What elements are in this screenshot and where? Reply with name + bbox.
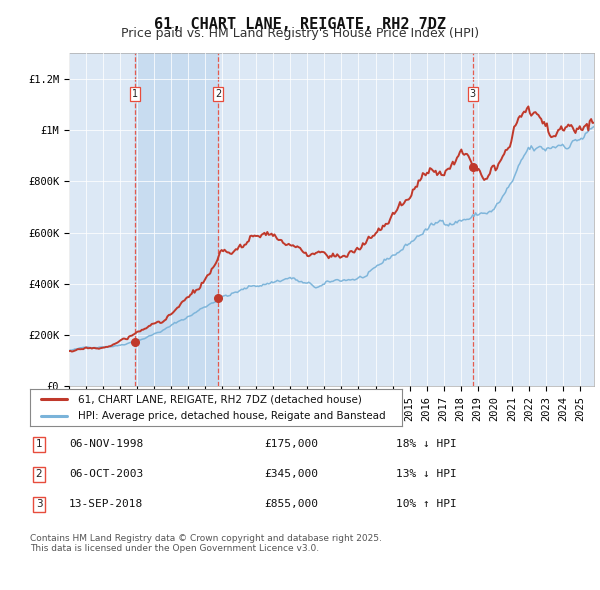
Text: 3: 3 bbox=[470, 89, 476, 99]
Text: 2: 2 bbox=[35, 470, 43, 479]
Text: 06-NOV-1998: 06-NOV-1998 bbox=[69, 440, 143, 449]
Text: £175,000: £175,000 bbox=[264, 440, 318, 449]
Text: 18% ↓ HPI: 18% ↓ HPI bbox=[396, 440, 457, 449]
Text: 61, CHART LANE, REIGATE, RH2 7DZ: 61, CHART LANE, REIGATE, RH2 7DZ bbox=[154, 17, 446, 31]
Text: Price paid vs. HM Land Registry's House Price Index (HPI): Price paid vs. HM Land Registry's House … bbox=[121, 27, 479, 40]
Text: 61, CHART LANE, REIGATE, RH2 7DZ (detached house): 61, CHART LANE, REIGATE, RH2 7DZ (detach… bbox=[79, 394, 362, 404]
Text: 13% ↓ HPI: 13% ↓ HPI bbox=[396, 470, 457, 479]
Text: 13-SEP-2018: 13-SEP-2018 bbox=[69, 500, 143, 509]
Text: Contains HM Land Registry data © Crown copyright and database right 2025.
This d: Contains HM Land Registry data © Crown c… bbox=[30, 534, 382, 553]
Text: 2: 2 bbox=[215, 89, 221, 99]
Text: 3: 3 bbox=[35, 500, 43, 509]
Bar bbox=[134, 53, 218, 386]
Text: £855,000: £855,000 bbox=[264, 500, 318, 509]
Text: 1: 1 bbox=[35, 440, 43, 449]
Text: 10% ↑ HPI: 10% ↑ HPI bbox=[396, 500, 457, 509]
Text: £345,000: £345,000 bbox=[264, 470, 318, 479]
Text: 1: 1 bbox=[131, 89, 137, 99]
Text: HPI: Average price, detached house, Reigate and Banstead: HPI: Average price, detached house, Reig… bbox=[79, 411, 386, 421]
Text: 06-OCT-2003: 06-OCT-2003 bbox=[69, 470, 143, 479]
